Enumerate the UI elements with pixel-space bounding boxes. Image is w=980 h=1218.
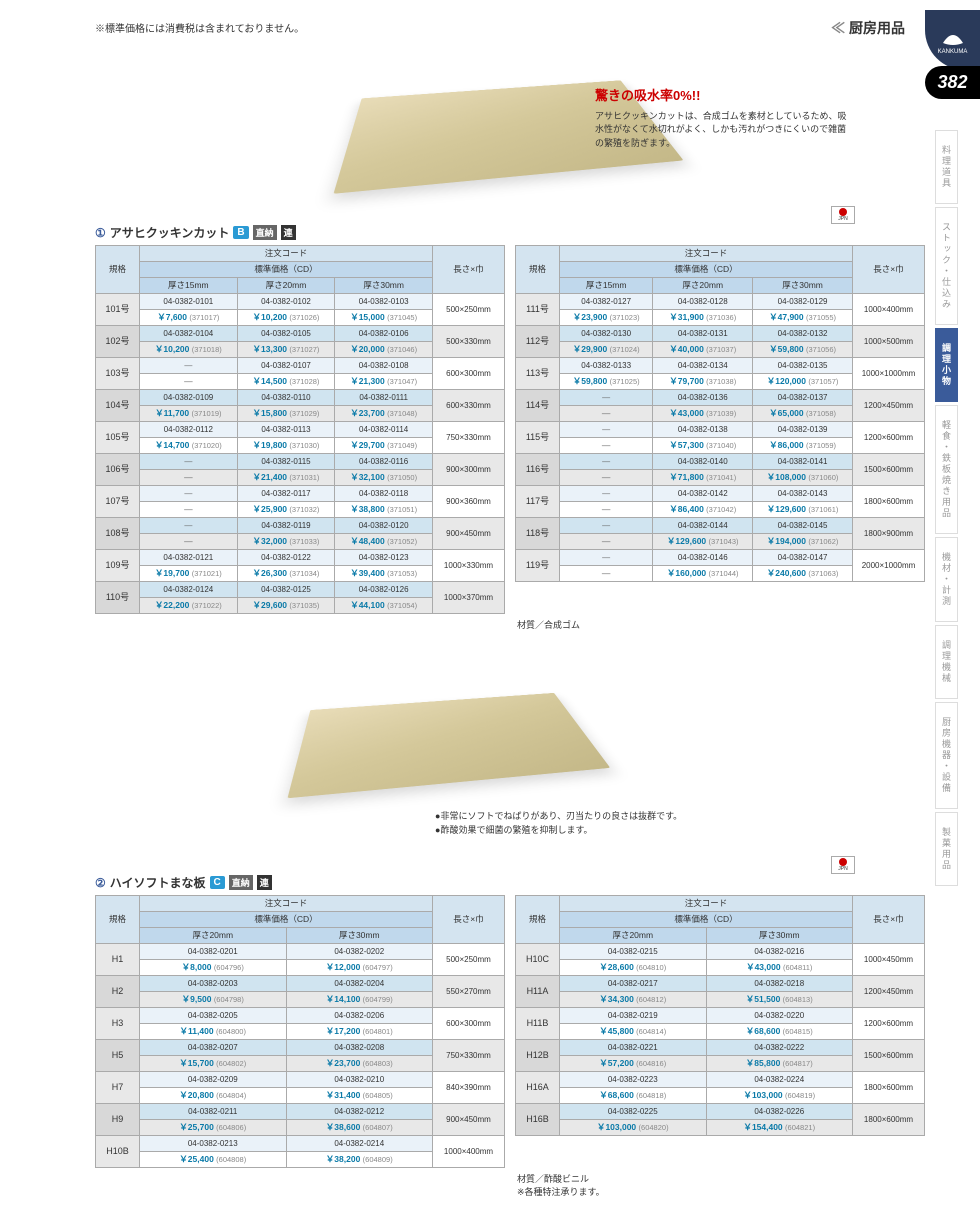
side-tab-1[interactable]: ストック・仕込み (935, 207, 958, 325)
tax-note: ※標準価格には消費税は含まれておりません。 (95, 20, 925, 35)
table-row: 116号―04-0382-014004-0382-01411500×600mm (516, 454, 925, 470)
category-header: 厨房用品 (831, 18, 905, 38)
promo-body: アサヒクッキンカットは、合成ゴムを素材としているため、吸水性がなくて水切れがよく… (595, 110, 855, 151)
table-row: 115号―04-0382-013804-0382-01391200×600mm (516, 422, 925, 438)
section2-num: ② (95, 876, 106, 890)
jpn-flag-icon: JPN (831, 206, 855, 224)
bullet-2: 酢酸効果で細菌の繁殖を抑制します。 (435, 824, 682, 838)
bullets: 非常にソフトでねばりがあり、刃当たりの良さは抜群です。 酢酸効果で細菌の繁殖を抑… (435, 810, 682, 837)
section2-title: ② ハイソフトまな板 C 直納 連 (95, 874, 925, 891)
side-tab-6[interactable]: 厨房機器・設備 (935, 702, 958, 809)
table-row: 108号―04-0382-011904-0382-0120900×450mm (96, 518, 505, 534)
side-tab-3[interactable]: 軽食・鉄板焼き用品 (935, 405, 958, 534)
section1-name: アサヒクッキンカット (110, 224, 230, 241)
table-row: 112号04-0382-013004-0382-013104-0382-0132… (516, 326, 925, 342)
table-row: 111号04-0382-012704-0382-012804-0382-0129… (516, 294, 925, 310)
table-row: 107号―04-0382-011704-0382-0118900×360mm (96, 486, 505, 502)
side-tab-5[interactable]: 調理機械 (935, 625, 958, 699)
table-row: H11B04-0382-021904-0382-02201200×600mm (516, 1008, 925, 1024)
tag-direct: 直納 (253, 225, 277, 240)
table-1-right: 規格注文コード長さ×巾標準価格（CD）厚さ15mm厚さ20mm厚さ30mm111… (515, 245, 925, 582)
bullet-1: 非常にソフトでねばりがあり、刃当たりの良さは抜群です。 (435, 810, 682, 824)
table-row: 106号―04-0382-011504-0382-0116900×300mm (96, 454, 505, 470)
section2-name: ハイソフトまな板 (110, 874, 206, 891)
table-row: H12B04-0382-022104-0382-02221500×600mm (516, 1040, 925, 1056)
table-row: H16A04-0382-022304-0382-02241800×600mm (516, 1072, 925, 1088)
promo-text: 驚きの吸水率0%!! アサヒクッキンカットは、合成ゴムを素材としているため、吸水… (595, 86, 855, 150)
table-row: 117号―04-0382-014204-0382-01431800×600mm (516, 486, 925, 502)
table-row: 109号04-0382-012104-0382-012204-0382-0123… (96, 550, 505, 566)
table-row: 104号04-0382-010904-0382-011004-0382-0111… (96, 390, 505, 406)
table-row: 118号―04-0382-014404-0382-01451800×900mm (516, 518, 925, 534)
table-row: 119号―04-0382-014604-0382-01472000×1000mm (516, 550, 925, 566)
table-row: H11A04-0382-021704-0382-02181200×450mm (516, 976, 925, 992)
tag-direct-2: 直納 (229, 875, 253, 890)
page-number: 382 (925, 66, 980, 99)
table-row: H104-0382-020104-0382-0202500×250mm (96, 944, 505, 960)
side-tab-7[interactable]: 製菓用品 (935, 812, 958, 886)
side-tabs: 料理道具ストック・仕込み調理小物軽食・鉄板焼き用品機材・計測調理機械厨房機器・設… (935, 130, 980, 889)
tag-ren-2: 連 (257, 875, 272, 890)
material-1: 材質／合成ゴム (517, 618, 925, 631)
table-row: 110号04-0382-012404-0382-012504-0382-0126… (96, 582, 505, 598)
table-row: H10C04-0382-021504-0382-02161000×450mm (516, 944, 925, 960)
brand-corner: KANKUMA 382 (925, 10, 980, 120)
table-row: 114号―04-0382-013604-0382-01371200×450mm (516, 390, 925, 406)
table-row: 103号―04-0382-010704-0382-0108600×300mm (96, 358, 505, 374)
table-row: 105号04-0382-011204-0382-011304-0382-0114… (96, 422, 505, 438)
table-row: H904-0382-021104-0382-0212900×450mm (96, 1104, 505, 1120)
table-row: H10B04-0382-021304-0382-02141000×400mm (96, 1136, 505, 1152)
section1-num: ① (95, 226, 106, 240)
table-row: 113号04-0382-013304-0382-013404-0382-0135… (516, 358, 925, 374)
promo-title: 驚きの吸水率0%!! (595, 86, 855, 106)
side-tab-0[interactable]: 料理道具 (935, 130, 958, 204)
section1-title: ① アサヒクッキンカット B 直納 連 (95, 224, 925, 241)
table-row: H504-0382-020704-0382-0208750×330mm (96, 1040, 505, 1056)
table-row: H704-0382-020904-0382-0210840×390mm (96, 1072, 505, 1088)
jpn-flag-icon-2: JPN (831, 856, 855, 874)
side-tab-2[interactable]: 調理小物 (935, 328, 958, 402)
table-row: H304-0382-020504-0382-0206600×300mm (96, 1008, 505, 1024)
side-tab-4[interactable]: 機材・計測 (935, 537, 958, 622)
badge-c: C (210, 876, 225, 889)
brand-logo: KANKUMA (925, 10, 980, 70)
table-row: H204-0382-020304-0382-0204550×270mm (96, 976, 505, 992)
badge-b: B (233, 226, 248, 239)
table-row: 101号04-0382-010104-0382-010204-0382-0103… (96, 294, 505, 310)
table-2-left: 規格注文コード長さ×巾標準価格（CD）厚さ20mm厚さ30mmH104-0382… (95, 895, 505, 1168)
material-2: 材質／酢酸ビニル ※各種特注承ります。 (517, 1172, 925, 1198)
table-row: H16B04-0382-022504-0382-02261800×600mm (516, 1104, 925, 1120)
table-2-right: 規格注文コード長さ×巾標準価格（CD）厚さ20mm厚さ30mmH10C04-03… (515, 895, 925, 1136)
table-1-left: 規格注文コード長さ×巾標準価格（CD）厚さ15mm厚さ20mm厚さ30mm101… (95, 245, 505, 614)
product-image-2 (287, 693, 610, 798)
tag-ren: 連 (281, 225, 296, 240)
table-row: 102号04-0382-010404-0382-010504-0382-0106… (96, 326, 505, 342)
